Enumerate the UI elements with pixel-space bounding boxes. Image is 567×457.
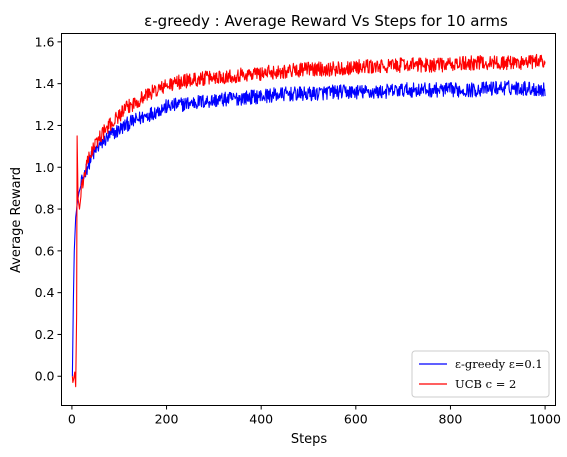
y-tick-label: 1.2 — [35, 118, 55, 133]
y-tick-label: 0.8 — [35, 202, 55, 217]
legend-label-egreedy: ε-greedy ε=0.1 — [455, 357, 543, 371]
x-tick-label: 600 — [344, 412, 368, 427]
y-tick-label: 1.0 — [35, 160, 55, 175]
chart-title: ε-greedy : Average Reward Vs Steps for 1… — [144, 12, 508, 30]
x-axis: 0 200 400 600 800 1000 — [68, 405, 561, 427]
x-tick-label: 400 — [249, 412, 273, 427]
y-tick-label: 0.0 — [35, 369, 55, 384]
y-tick-label: 1.4 — [35, 76, 55, 91]
plot-frame — [61, 33, 556, 406]
series-line-0 — [71, 80, 546, 377]
y-tick-label: 0.6 — [35, 243, 55, 258]
y-axis-label: Average Reward — [9, 167, 24, 273]
legend-box — [411, 350, 550, 398]
x-tick-label: 800 — [439, 412, 463, 427]
y-tick-label: 1.6 — [35, 34, 55, 49]
x-tick-label: 200 — [155, 412, 179, 427]
series-line-1 — [71, 53, 546, 388]
x-axis-label: Steps — [291, 432, 328, 447]
y-tick-label: 0.4 — [35, 285, 55, 300]
y-axis: 0.0 0.2 0.4 0.6 0.8 1.0 1.2 1.4 1.6 — [35, 34, 62, 384]
legend: ε-greedy ε=0.1 UCB c = 2 — [411, 350, 550, 398]
series-layer — [71, 53, 546, 388]
x-tick-label: 0 — [68, 412, 76, 427]
x-tick-label: 1000 — [529, 412, 561, 427]
y-tick-label: 0.2 — [35, 327, 55, 342]
legend-label-ucb: UCB c = 2 — [455, 377, 516, 391]
